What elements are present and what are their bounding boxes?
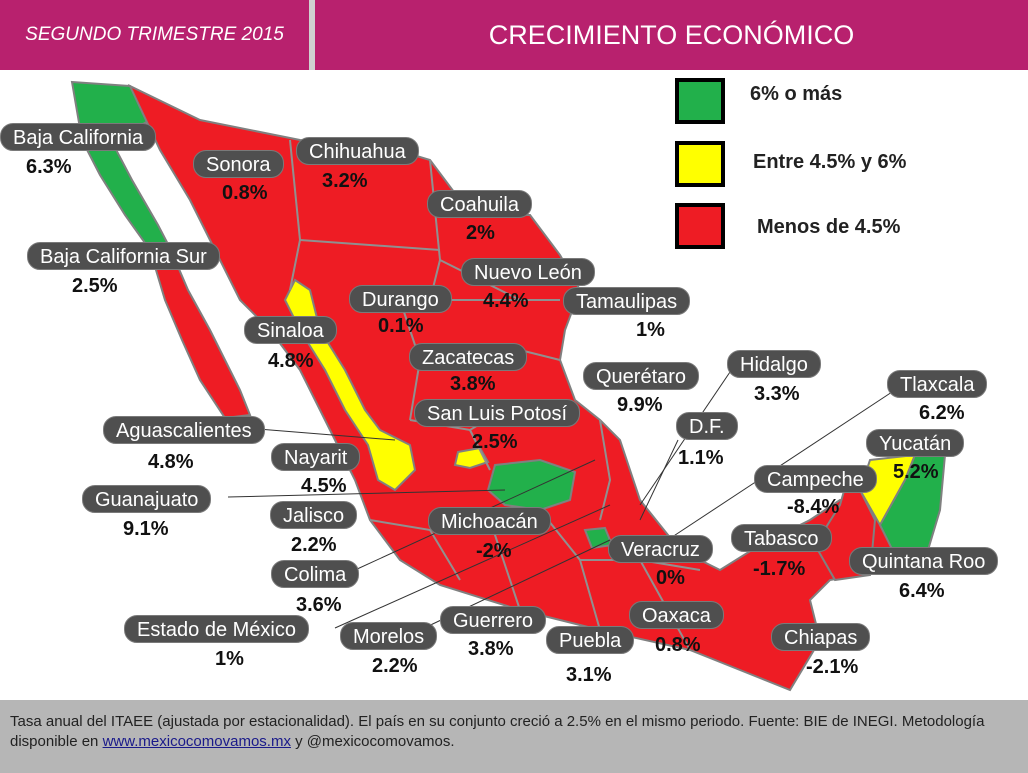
state-value-estado-de-mexico: 1% xyxy=(215,648,244,670)
state-value-durango: 0.1% xyxy=(378,315,424,337)
mexico-map xyxy=(70,80,947,692)
state-value-tamaulipas: 1% xyxy=(636,319,665,341)
state-label-guerrero: Guerrero xyxy=(440,606,547,634)
state-label-tamaulipas: Tamaulipas xyxy=(563,287,691,315)
region-aguascalientes xyxy=(453,446,490,470)
state-label-quintana-roo: Quintana Roo xyxy=(849,547,999,575)
state-label-puebla: Puebla xyxy=(546,626,635,654)
state-label-san-luis-potosi: San Luis Potosí xyxy=(414,399,581,427)
state-value-veracruz: 0% xyxy=(656,567,685,589)
state-label-morelos: Morelos xyxy=(340,622,438,650)
state-value-tabasco: -1.7% xyxy=(753,558,806,580)
state-value-guerrero: 3.8% xyxy=(468,638,514,660)
state-label-guanajuato: Guanajuato xyxy=(82,485,212,513)
state-value-chihuahua: 3.2% xyxy=(322,170,368,192)
state-label-baja-california: Baja California xyxy=(0,123,157,151)
legend-swatch-yellow xyxy=(675,141,725,187)
state-label-sonora: Sonora xyxy=(193,150,284,178)
legend-swatch-green xyxy=(675,78,725,124)
state-value-nayarit: 4.5% xyxy=(301,475,347,497)
state-label-estado-de-mexico: Estado de México xyxy=(124,615,309,643)
state-value-colima: 3.6% xyxy=(296,594,342,616)
state-label-baja-california-sur: Baja California Sur xyxy=(27,242,220,270)
state-value-michoacan: -2% xyxy=(476,540,512,562)
state-label-campeche: Campeche xyxy=(754,465,877,493)
state-label-chihuahua: Chihuahua xyxy=(296,137,419,165)
state-value-baja-california: 6.3% xyxy=(26,156,72,178)
state-label-tabasco: Tabasco xyxy=(731,524,832,552)
state-label-queretaro: Querétaro xyxy=(583,362,700,390)
legend-label-green: 6% o más xyxy=(750,83,843,105)
state-value-sonora: 0.8% xyxy=(222,182,268,204)
footer-bar: Tasa anual del ITAEE (ajustada por estac… xyxy=(0,700,1028,773)
footer-note: Tasa anual del ITAEE (ajustada por estac… xyxy=(10,712,1015,752)
state-value-tlaxcala: 6.2% xyxy=(919,402,965,424)
state-value-sinaloa: 4.8% xyxy=(268,350,314,372)
state-label-nayarit: Nayarit xyxy=(271,443,361,471)
state-value-san-luis-potosi: 2.5% xyxy=(472,431,518,453)
state-value-campeche: -8.4% xyxy=(787,496,840,518)
state-label-zacatecas: Zacatecas xyxy=(409,343,528,371)
footer-text-prefix: Tasa anual del ITAEE (ajustada por estac… xyxy=(10,713,985,750)
legend-label-red: Menos de 4.5% xyxy=(757,216,901,238)
header-bar: SEGUNDO TRIMESTRE 2015 CRECIMIENTO ECONÓ… xyxy=(0,0,1028,70)
state-label-hidalgo: Hidalgo xyxy=(727,350,821,378)
state-value-baja-california-sur: 2.5% xyxy=(72,275,118,297)
state-value-aguascalientes: 4.8% xyxy=(148,451,194,473)
header-separator xyxy=(309,0,315,70)
state-label-chiapas: Chiapas xyxy=(771,623,871,651)
state-label-yucatan: Yucatán xyxy=(866,429,965,457)
state-label-coahuila: Coahuila xyxy=(427,190,532,218)
state-label-aguascalientes: Aguascalientes xyxy=(103,416,265,444)
state-value-jalisco: 2.2% xyxy=(291,534,337,556)
state-value-chiapas: -2.1% xyxy=(806,656,859,678)
page-title: CRECIMIENTO ECONÓMICO xyxy=(488,19,855,50)
state-label-durango: Durango xyxy=(349,285,452,313)
state-label-colima: Colima xyxy=(271,560,360,588)
state-label-oaxaca: Oaxaca xyxy=(629,601,724,629)
footer-link[interactable]: www.mexicocomovamos.mx xyxy=(102,733,291,750)
state-value-puebla: 3.1% xyxy=(566,664,612,686)
region-baja-california-sur xyxy=(148,246,252,420)
state-label-tlaxcala: Tlaxcala xyxy=(887,370,988,398)
state-label-jalisco: Jalisco xyxy=(270,501,358,529)
state-value-oaxaca: 0.8% xyxy=(655,634,701,656)
state-value-morelos: 2.2% xyxy=(372,655,418,677)
period-label: SEGUNDO TRIMESTRE 2015 xyxy=(25,24,284,45)
state-label-veracruz: Veracruz xyxy=(608,535,713,563)
state-value-quintana-roo: 6.4% xyxy=(899,580,945,602)
state-value-df: 1.1% xyxy=(678,447,724,469)
state-value-queretaro: 9.9% xyxy=(617,394,663,416)
state-value-guanajuato: 9.1% xyxy=(123,518,169,540)
state-label-michoacan: Michoacán xyxy=(428,507,551,535)
state-value-yucatan: 5.2% xyxy=(893,461,939,483)
state-label-nuevo-leon: Nuevo León xyxy=(461,258,595,286)
state-label-sinaloa: Sinaloa xyxy=(244,316,337,344)
region-guanajuato-queretaro xyxy=(486,458,577,512)
state-value-zacatecas: 3.8% xyxy=(450,373,496,395)
state-value-hidalgo: 3.3% xyxy=(754,383,800,405)
legend-swatch-red xyxy=(675,203,725,249)
footer-text-suffix: y @mexicocomovamos. xyxy=(290,733,455,750)
state-label-df: D.F. xyxy=(676,412,738,440)
state-value-coahuila: 2% xyxy=(466,222,495,244)
legend-label-yellow: Entre 4.5% y 6% xyxy=(753,151,907,173)
state-value-nuevo-leon: 4.4% xyxy=(483,290,529,312)
